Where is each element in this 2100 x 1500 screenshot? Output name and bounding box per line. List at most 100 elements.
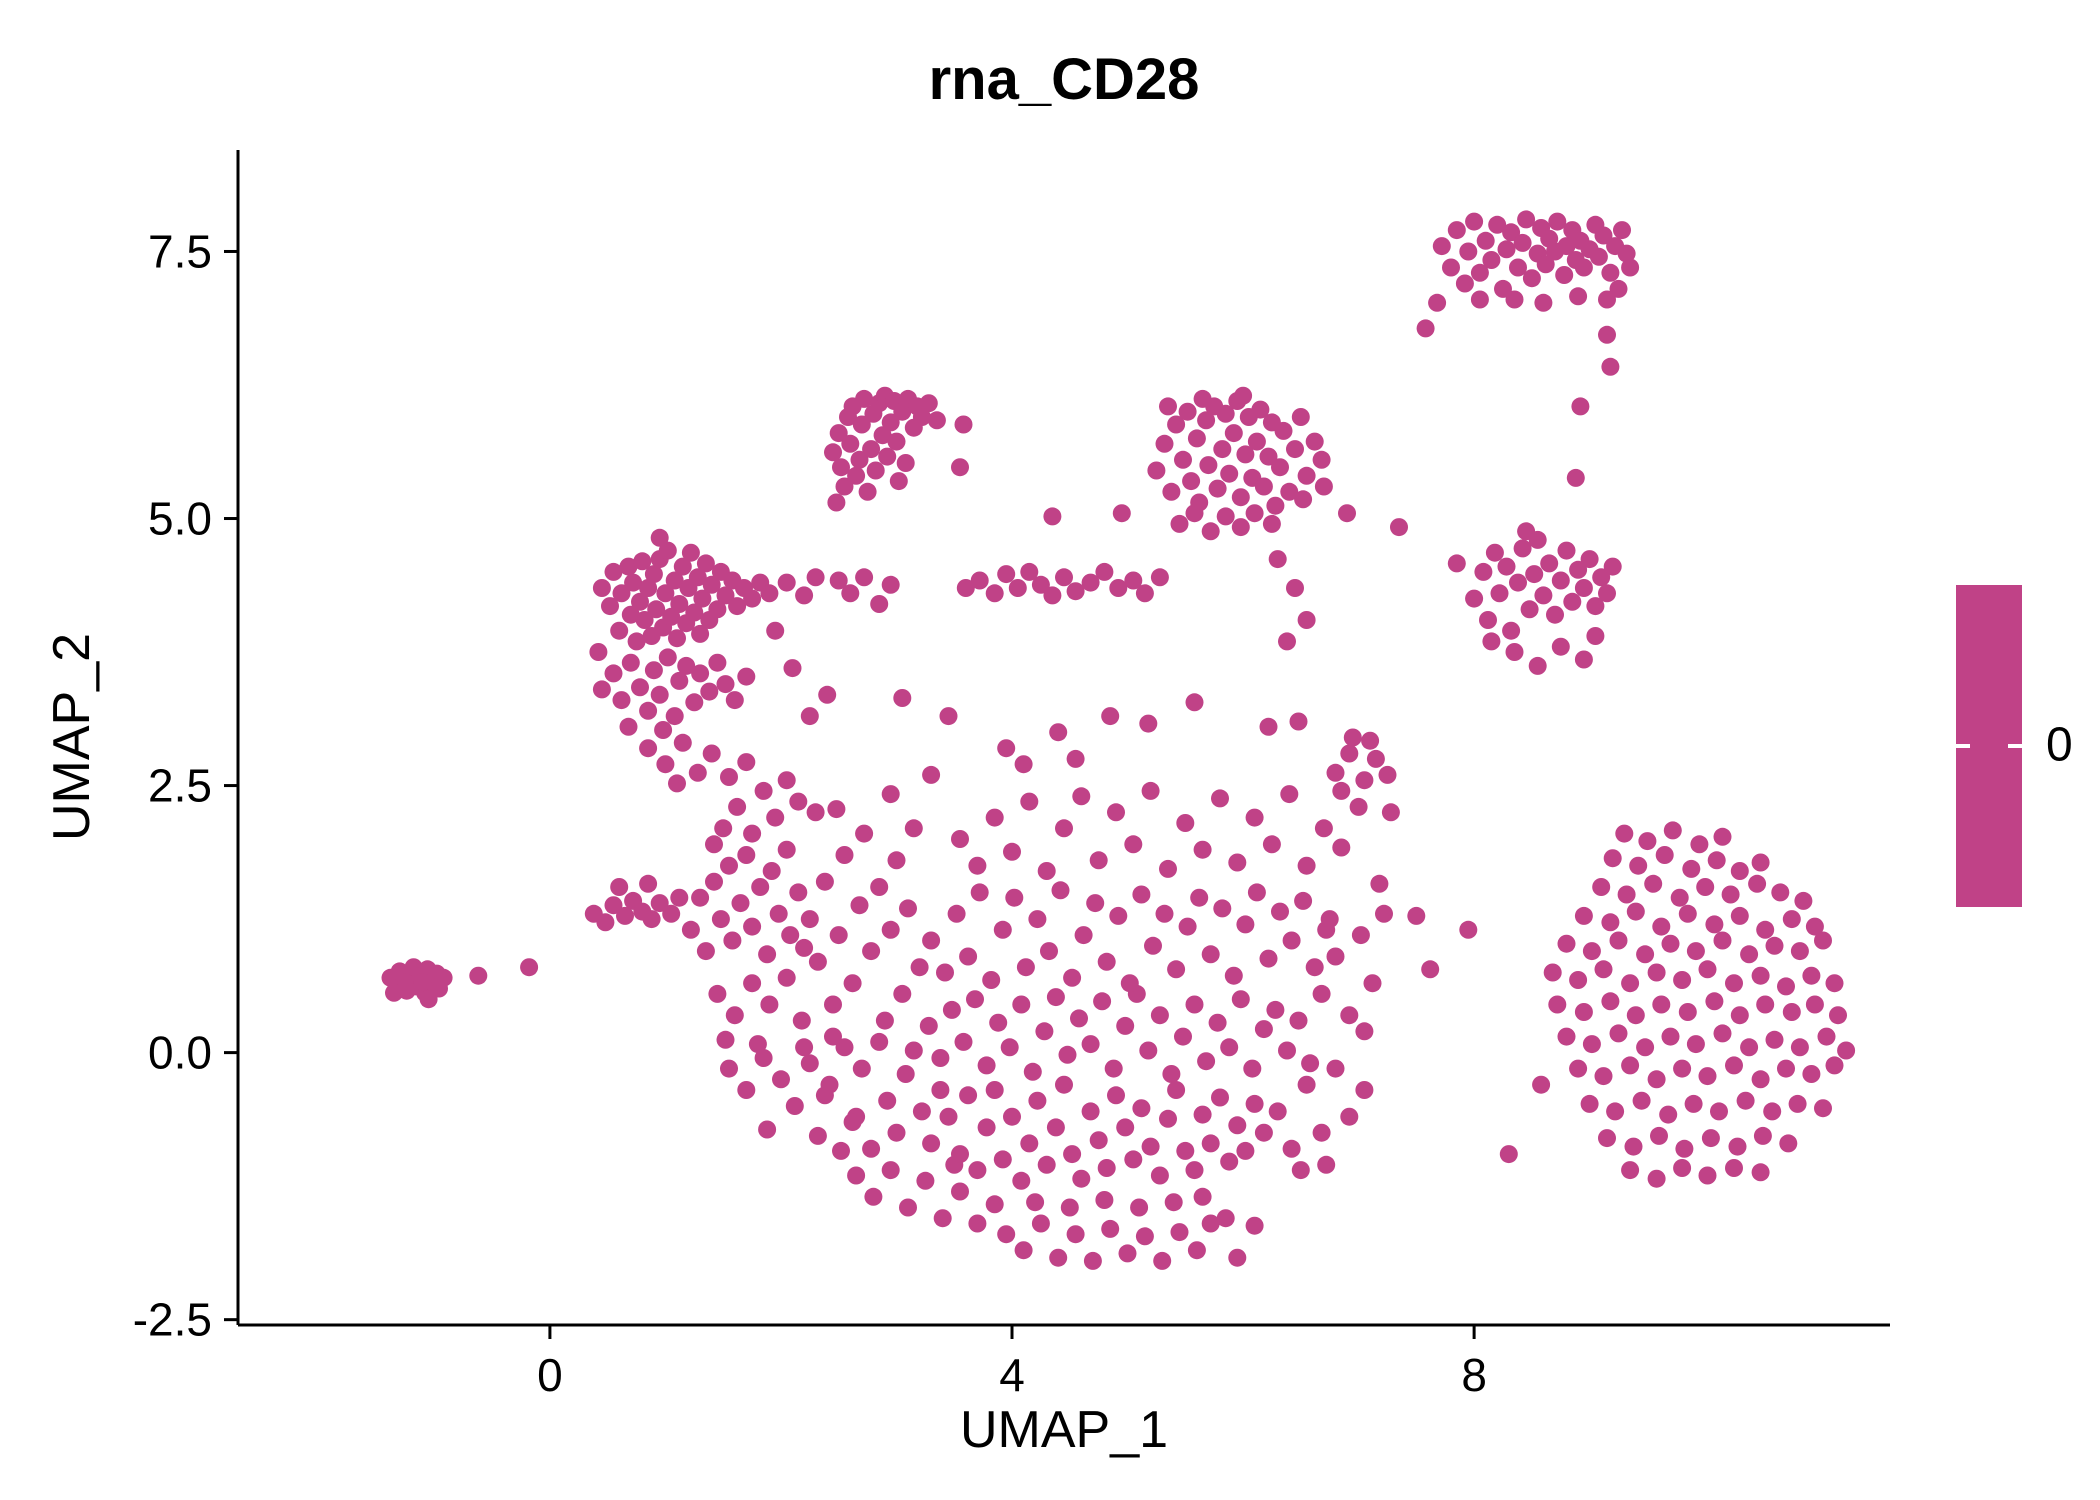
data-point (1621, 1161, 1640, 1180)
data-point (647, 600, 666, 619)
data-point (1072, 1169, 1091, 1188)
data-point (1037, 1155, 1056, 1174)
data-point (1355, 771, 1374, 790)
data-point (1051, 881, 1070, 900)
data-point (1162, 1065, 1181, 1083)
data-point (1231, 518, 1250, 537)
data-point (1170, 514, 1189, 533)
data-point (696, 554, 715, 573)
data-point (1814, 931, 1832, 950)
data-point (1603, 557, 1622, 576)
data-point (808, 1126, 827, 1145)
data-point (1621, 1056, 1640, 1075)
data-point (956, 579, 975, 597)
data-point (766, 621, 785, 640)
data-point (1176, 1141, 1195, 1160)
data-point (1120, 974, 1139, 993)
data-point (850, 450, 869, 469)
data-point (1598, 290, 1616, 309)
data-point (612, 584, 631, 603)
data-point (385, 983, 403, 1002)
data-point (878, 447, 897, 466)
data-point (1040, 942, 1058, 961)
data-point (808, 952, 827, 971)
data-point (800, 1054, 819, 1073)
data-point (806, 568, 825, 587)
data-point (1569, 1059, 1588, 1078)
data-point (691, 664, 710, 683)
data-point (1012, 1171, 1031, 1190)
data-point (1825, 974, 1844, 993)
data-point (939, 707, 958, 726)
data-point (1551, 637, 1570, 656)
data-point (1095, 1191, 1114, 1209)
data-point (1280, 482, 1299, 501)
data-point (795, 1038, 814, 1057)
data-point (1509, 258, 1527, 277)
data-point (673, 557, 692, 576)
data-point (1580, 1094, 1599, 1113)
data-point (1603, 849, 1622, 868)
data-point (785, 1097, 804, 1115)
plot-title: rna_CD28 (928, 47, 1200, 112)
data-point (855, 568, 874, 587)
data-point (1765, 1030, 1784, 1049)
data-point (434, 968, 453, 987)
data-point (662, 607, 681, 626)
data-point (1782, 910, 1801, 929)
data-point (1282, 931, 1301, 950)
data-point (904, 1041, 923, 1060)
data-point (1474, 562, 1493, 581)
data-point (1574, 579, 1593, 597)
data-point (792, 1011, 811, 1030)
data-point (1104, 1059, 1123, 1078)
data-point (1301, 1054, 1320, 1073)
data-point (777, 771, 796, 790)
data-point (737, 846, 756, 864)
x-tick-label: 8 (1461, 1349, 1487, 1401)
data-point (919, 1016, 938, 1035)
data-point (1026, 1193, 1045, 1212)
y-tick-label: -2.5 (133, 1294, 212, 1346)
data-point (1522, 269, 1541, 288)
data-point (1197, 1052, 1216, 1071)
data-point (1097, 952, 1116, 971)
data-point (1107, 1086, 1125, 1105)
data-point (1066, 1225, 1085, 1244)
data-point (1197, 411, 1216, 430)
data-point (1725, 1159, 1743, 1177)
data-point (927, 411, 946, 430)
data-point (1621, 258, 1640, 277)
data-point (1305, 958, 1324, 977)
data-point (893, 984, 912, 1003)
data-point (781, 926, 800, 945)
data-point (700, 682, 719, 701)
data-point (1031, 575, 1050, 594)
data-point (1670, 888, 1689, 907)
data-point (1682, 859, 1701, 878)
data-point (931, 1049, 950, 1067)
data-point (1220, 1038, 1239, 1057)
data-point (777, 840, 796, 859)
data-point (1563, 592, 1582, 611)
data-point (650, 685, 669, 704)
data-point (604, 896, 623, 915)
data-point (893, 689, 912, 707)
data-point (1208, 1013, 1227, 1032)
data-point (1594, 960, 1613, 979)
data-point (1074, 926, 1093, 945)
data-point (1698, 960, 1717, 979)
data-point (827, 493, 846, 512)
data-point (1049, 723, 1068, 742)
data-point (1557, 237, 1576, 256)
colorbar-label: 0 (2046, 718, 2073, 772)
data-point (642, 910, 661, 929)
data-point (1174, 1027, 1192, 1046)
data-point (1609, 279, 1628, 298)
data-point (1609, 1024, 1628, 1043)
data-point (931, 1081, 950, 1099)
data-point (1312, 450, 1331, 469)
data-point (1428, 293, 1447, 312)
data-point (922, 765, 941, 784)
data-point (691, 888, 710, 907)
